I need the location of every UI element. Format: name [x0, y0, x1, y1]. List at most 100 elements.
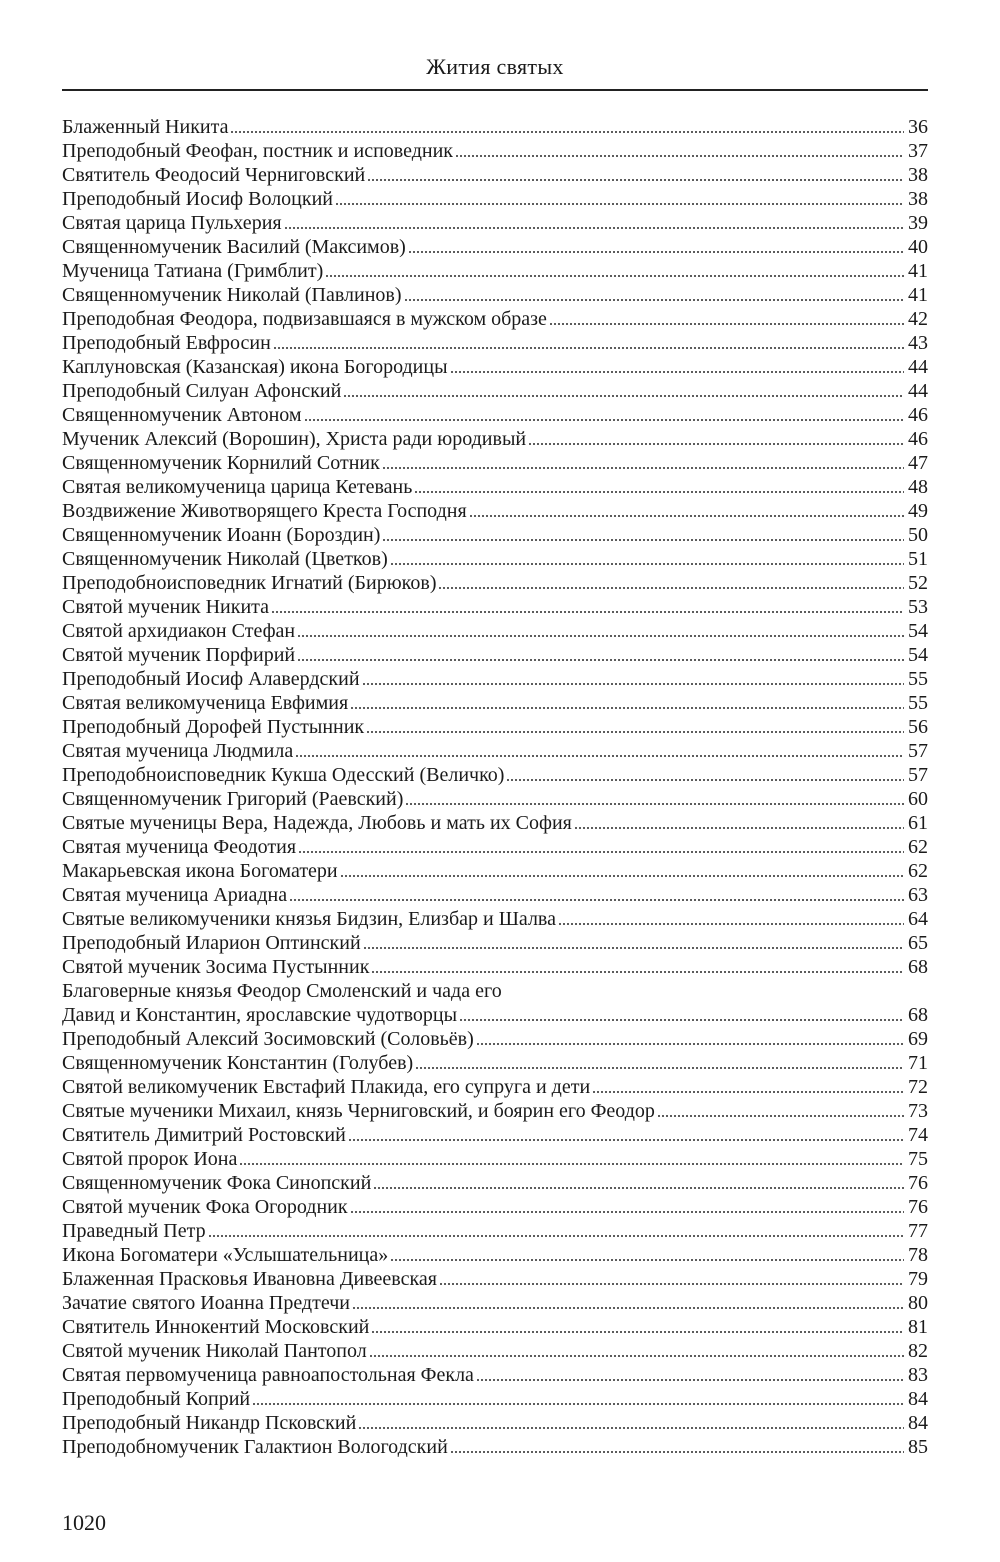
entry-title: Преподобномученик Галактион Вологодский [62, 1436, 448, 1458]
dot-leader [449, 371, 904, 373]
dot-leader [449, 1451, 904, 1453]
toc-entry: Преподобный Силуан Афонский 44 [62, 379, 928, 403]
dot-leader [335, 203, 904, 205]
entry-title: Преподобный Евфросин [62, 332, 271, 354]
entry-title: Священномученик Иоанн (Бороздин) [62, 524, 381, 546]
entry-title: Преподобноисповедник Игнатий (Бирюков) [62, 572, 437, 594]
entry-title: Преподобный Иосиф Волоцкий [62, 188, 334, 210]
entry-page: 54 [908, 644, 928, 666]
dot-leader [506, 779, 904, 781]
dot-leader [230, 131, 904, 133]
toc-entry: Мученица Татиана (Гримблит) 41 [62, 259, 928, 283]
entry-title: Святитель Димитрий Ростовский [62, 1124, 346, 1146]
dot-leader [362, 947, 904, 949]
dot-leader [528, 443, 904, 445]
entry-page: 39 [908, 212, 928, 234]
dot-leader [414, 491, 904, 493]
entry-title: Священномученик Константин (Голубев) [62, 1052, 414, 1074]
toc-entry: Праведный Петр 77 [62, 1219, 928, 1243]
entry-page: 40 [908, 236, 928, 258]
toc-entry: Давид и Константин, ярославские чудотвор… [62, 1003, 928, 1027]
dot-leader [252, 1403, 904, 1405]
dot-leader [368, 1355, 904, 1357]
dot-leader [339, 875, 904, 877]
toc-entry: Преподобный Алексий Зосимовский (Соловьё… [62, 1027, 928, 1051]
toc-entry: Преподобноисповедник Игнатий (Бирюков) 52 [62, 571, 928, 595]
entry-title: Преподобный Алексий Зосимовский (Соловьё… [62, 1028, 474, 1050]
entry-title: Святая мученица Феодотия [62, 836, 297, 858]
toc-entry: Святой мученик Фока Огородник 76 [62, 1195, 928, 1219]
entry-title: Святой архидиакон Стефан [62, 620, 296, 642]
toc-entry: Святые великомученики князья Бидзин, Ели… [62, 907, 928, 931]
entry-page: 46 [908, 404, 928, 426]
toc-entry: Святой мученик Николай Пантопол 82 [62, 1339, 928, 1363]
entry-title: Святая царица Пульхерия [62, 212, 282, 234]
entry-page: 60 [908, 788, 928, 810]
entry-page: 51 [908, 548, 928, 570]
toc-entry: Святой мученик Зосима Пустынник 68 [62, 955, 928, 979]
toc-entry: Священномученик Фока Синопский 76 [62, 1171, 928, 1195]
dot-leader [325, 275, 904, 277]
toc-entry: Святая великомученица Евфимия 55 [62, 691, 928, 715]
entry-page: 62 [908, 836, 928, 858]
toc-entry: Священномученик Константин (Голубев) 71 [62, 1051, 928, 1075]
entry-page: 65 [908, 932, 928, 954]
entry-page: 73 [908, 1100, 928, 1122]
header-rule [62, 89, 928, 91]
entry-title: Святая первомученица равноапостольная Фе… [62, 1364, 474, 1386]
toc-entry: Воздвижение Животворящего Креста Господн… [62, 499, 928, 523]
toc-entry: Святая мученица Феодотия 62 [62, 835, 928, 859]
entry-page: 85 [908, 1436, 928, 1458]
entry-title: Святой мученик Никита [62, 596, 270, 618]
dot-leader [371, 1331, 904, 1333]
entry-title: Блаженный Никита [62, 116, 229, 138]
entry-page: 56 [908, 716, 928, 738]
entry-title: Преподобный Никандр Псковский [62, 1412, 357, 1434]
dot-leader [371, 971, 904, 973]
entry-title: Священномученик Корнилий Сотник [62, 452, 380, 474]
running-header: Жития святых [426, 54, 564, 79]
entry-title: Святая великомученица царица Кетевань [62, 476, 413, 498]
toc-entry: Святой мученик Порфирий 54 [62, 643, 928, 667]
entry-page: 77 [908, 1220, 928, 1242]
dot-leader [347, 1139, 904, 1141]
dot-leader [389, 563, 904, 565]
entry-title: Святой мученик Порфирий [62, 644, 296, 666]
dot-leader [390, 1259, 904, 1261]
dot-leader [358, 1427, 904, 1429]
entry-page: 49 [908, 500, 928, 522]
entry-page: 74 [908, 1124, 928, 1146]
entry-title: Преподобный Силуан Афонский [62, 380, 342, 402]
entry-page: 84 [908, 1412, 928, 1434]
dot-leader [439, 1283, 904, 1285]
entry-page: 79 [908, 1268, 928, 1290]
dot-leader [239, 1163, 904, 1165]
dot-leader [403, 299, 904, 301]
dot-leader [407, 251, 904, 253]
entry-page: 63 [908, 884, 928, 906]
entry-page: 62 [908, 860, 928, 882]
toc-entry: Преподобный Евфросин 43 [62, 331, 928, 355]
toc-entry: Мученик Алексий (Ворошин), Христа ради ю… [62, 427, 928, 451]
entry-title: Священномученик Автоном [62, 404, 302, 426]
dot-leader [373, 1187, 904, 1189]
entry-page: 69 [908, 1028, 928, 1050]
toc-entry: Святая первомученица равноапостольная Фе… [62, 1363, 928, 1387]
dot-leader [573, 827, 904, 829]
entry-title: Святитель Феодосий Черниговский [62, 164, 366, 186]
dot-leader [343, 395, 904, 397]
toc-entry: Блаженный Никита 36 [62, 115, 928, 139]
entry-title: Священномученик Николай (Павлинов) [62, 284, 402, 306]
entry-page: 47 [908, 452, 928, 474]
entry-page: 68 [908, 956, 928, 978]
toc-entry: Священномученик Иоанн (Бороздин) 50 [62, 523, 928, 547]
entry-title: Святая мученица Ариадна [62, 884, 288, 906]
entry-page: 36 [908, 116, 928, 138]
dot-leader [405, 803, 904, 805]
dot-leader [468, 515, 904, 517]
dot-leader [557, 923, 904, 925]
toc-entry: Святой архидиакон Стефан 54 [62, 619, 928, 643]
dot-leader [382, 539, 904, 541]
entry-title: Преподобный Феофан, постник и исповедник [62, 140, 454, 162]
entry-page: 50 [908, 524, 928, 546]
